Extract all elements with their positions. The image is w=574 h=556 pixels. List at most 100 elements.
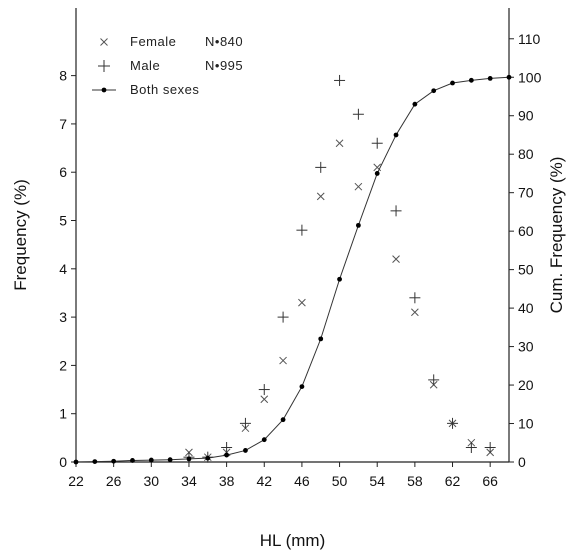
y2-tick-label: 100 (518, 69, 542, 85)
cumulative-point (243, 448, 248, 453)
y-tick-label: 6 (59, 164, 67, 180)
male-point (484, 442, 496, 454)
cumulative-point (487, 76, 493, 81)
y-axis-title: Frequency (%) (11, 179, 30, 290)
y2-axis-title: Cum. Frequency (%) (547, 157, 566, 314)
y2-tick-label: 20 (518, 377, 534, 393)
legend-count: N•995 (205, 58, 243, 73)
legend-count: N•840 (205, 34, 243, 49)
cumulative-point (111, 458, 117, 464)
cumulative-line (75, 76, 510, 463)
female-point (335, 139, 344, 148)
y2-tick-label: 60 (518, 223, 534, 239)
x-stroke (260, 395, 269, 404)
legend-entry-0: Female N•840 (100, 34, 243, 49)
y2-tick-label: 90 (518, 108, 534, 124)
cumulative-point (280, 417, 286, 423)
legend-male-marker (98, 60, 110, 72)
female-point (354, 182, 363, 191)
x-stroke (411, 308, 419, 317)
y-tick-label: 1 (59, 406, 67, 422)
series-2 (73, 74, 512, 465)
y-tick-label: 2 (59, 357, 67, 373)
cumulative-point (205, 455, 211, 461)
legend-dot-marker (101, 87, 107, 93)
female-point (316, 192, 325, 201)
male-point (221, 442, 233, 454)
legend-label: Male (130, 58, 160, 73)
y2-tick-label: 30 (518, 339, 534, 355)
female-point (411, 308, 419, 317)
cumulative-point (130, 458, 135, 463)
cumulative-point (393, 132, 399, 138)
y-tick-label: 3 (59, 309, 67, 325)
x-stroke (335, 139, 344, 148)
cumulative-point (506, 74, 512, 80)
x-tick-label: 26 (106, 473, 122, 489)
male-point (334, 74, 346, 86)
female-point (260, 395, 269, 404)
cumulative-point (431, 88, 437, 94)
male-point (239, 417, 251, 429)
cumulative-point (337, 276, 342, 282)
legend-label: Female (130, 34, 176, 49)
y-tick-label: 4 (59, 261, 67, 277)
data-marks (73, 74, 512, 465)
cumulative-point (450, 80, 455, 86)
cumulative-point (224, 452, 230, 458)
legend-entry-2: Both sexes (92, 82, 199, 97)
cumulative-point (167, 457, 173, 463)
x-stroke (392, 255, 400, 264)
cumulative-point (73, 459, 79, 465)
ticks: 22 26 30 34 38 42 46 50 54 58 62 660123456780102030… (59, 31, 541, 489)
male-point (465, 442, 477, 454)
y2-tick-label: 70 (518, 185, 534, 201)
x-stroke (298, 298, 306, 307)
legend: Female N•840 Male N•995 Both sexes (92, 34, 243, 97)
y2-tick-label: 80 (518, 146, 534, 162)
male-point (428, 374, 440, 386)
x-tick-label: 42 (256, 473, 272, 489)
axes (75, 8, 510, 463)
y2-tick-label: 0 (518, 454, 526, 470)
cumulative-point (468, 77, 474, 83)
cumulative-point (299, 384, 305, 389)
legend-entry-1: Male N•995 (98, 58, 243, 73)
male-point (447, 417, 459, 429)
y2-tick-label: 110 (518, 31, 541, 47)
male-point (352, 108, 364, 120)
female-point (392, 255, 400, 264)
cumulative-point (374, 171, 380, 176)
x-stroke (100, 38, 108, 46)
y-tick-label: 8 (59, 68, 67, 84)
cumulative-point (148, 457, 154, 463)
cumulative-point (412, 101, 418, 107)
x-tick-label: 54 (369, 473, 385, 489)
cumulative-point (318, 336, 324, 342)
y-tick-label: 0 (59, 454, 67, 470)
legend-female-marker (100, 38, 108, 46)
x-stroke (279, 356, 287, 365)
x-tick-label: 46 (294, 473, 310, 489)
cumulative-point (186, 456, 192, 462)
legend-label: Both sexes (130, 82, 199, 97)
x-tick-label: 62 (445, 473, 461, 489)
x-tick-label: 22 (68, 473, 84, 489)
x-axis-title: HL (mm) (260, 531, 325, 550)
female-point (279, 356, 287, 365)
x-tick-label: 34 (181, 473, 197, 489)
x-tick-label: 50 (332, 473, 348, 489)
female-point (298, 298, 306, 307)
y2-tick-label: 10 (518, 416, 534, 432)
male-point (315, 161, 327, 173)
male-point (296, 224, 308, 236)
x-tick-label: 38 (219, 473, 235, 489)
male-point (258, 384, 270, 396)
y-tick-label: 7 (59, 116, 67, 132)
x-stroke (373, 163, 382, 172)
y2-tick-label: 40 (518, 300, 534, 316)
series-0 (185, 139, 495, 462)
x-tick-label: 58 (407, 473, 423, 489)
male-point (277, 311, 289, 323)
y-tick-label: 5 (59, 213, 67, 229)
